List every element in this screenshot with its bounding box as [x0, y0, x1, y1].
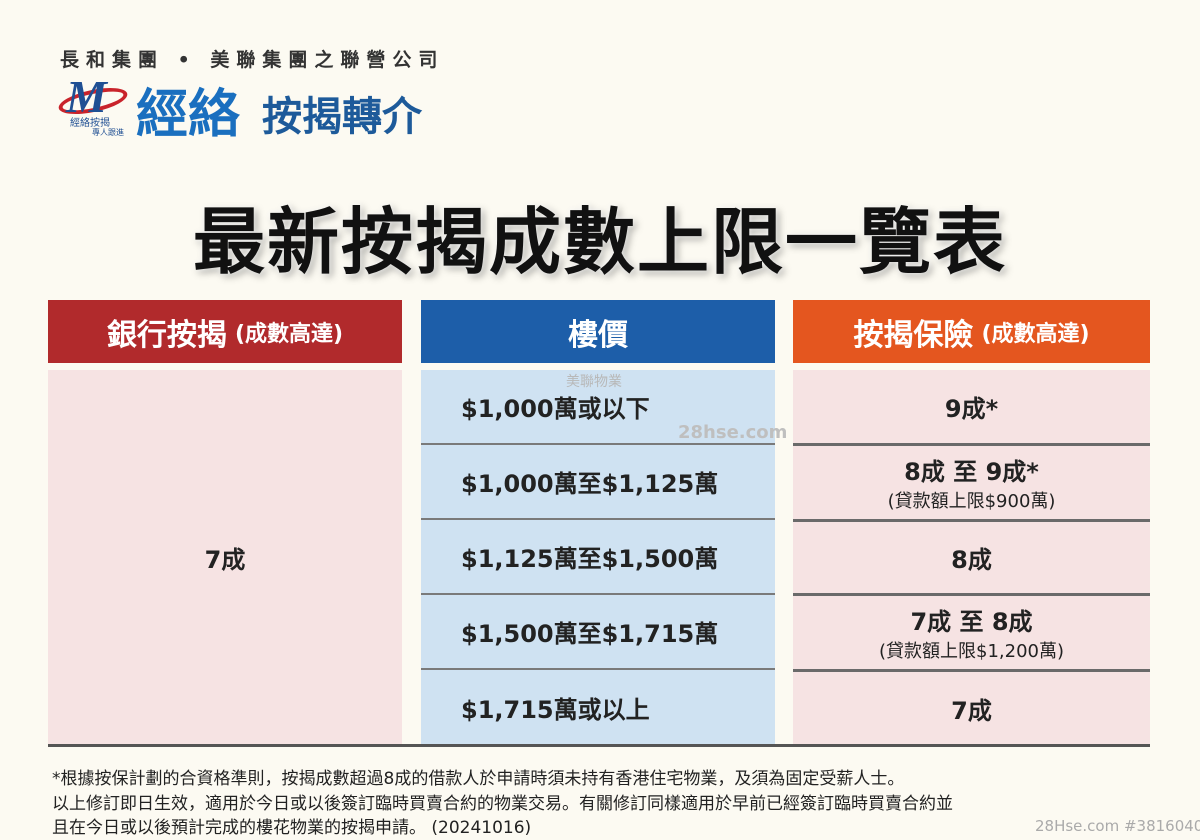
watermark: 28Hse.com #3816040	[1035, 817, 1200, 835]
header-note: (成數高達)	[234, 321, 344, 347]
price-cell: $1,000萬或以下	[421, 370, 775, 445]
column-header-price: 樓價	[421, 300, 775, 363]
watermark: 美聯物業	[566, 374, 622, 390]
footnote: 以上修訂即日生效，適用於今日或以後簽訂臨時買賣合約的物業交易。有關修訂同樣適用於…	[52, 794, 953, 814]
loan-limit: (貸款額上限$1,200萬)	[878, 641, 1065, 662]
insured-ratio: 7成	[951, 697, 992, 725]
logo-text: 經絡按揭	[70, 118, 110, 129]
price-cell: $1,715萬或以上	[421, 670, 775, 745]
header-label: 按揭保險	[853, 317, 974, 353]
page-title: 最新按揭成數上限一覽表	[192, 200, 1007, 284]
footnote: 且在今日或以後預計完成的樓花物業的按揭申請。 (20241016)	[52, 818, 532, 838]
insured-ratio: 7成 至 8成	[910, 608, 1033, 636]
insured-ratio-cell: 7成 至 8成 (貸款額上限$1,200萬)	[793, 596, 1150, 672]
company-logo: M 經絡按揭 專人跟進	[56, 71, 138, 138]
loan-limit: (貸款額上限$900萬)	[887, 491, 1056, 512]
price-cell: $1,000萬至$1,125萬	[421, 445, 775, 520]
column-header-insured-mortgage: 按揭保險 (成數高達)	[793, 300, 1150, 363]
insured-ratio: 8成	[951, 546, 992, 574]
insured-ratio-cell: 9成*	[793, 370, 1150, 446]
header-label: 銀行按揭	[106, 317, 227, 353]
price-cell: $1,125萬至$1,500萬	[421, 520, 775, 595]
insured-ratio-cell: 8成	[793, 522, 1150, 596]
brand-name: 經絡	[136, 85, 241, 145]
logo-letter: M	[66, 71, 107, 122]
watermark: 28hse.com	[678, 422, 788, 443]
group-affiliation: 長和集團 • 美聯集團之聯營公司	[60, 49, 445, 71]
insured-ratio-cell: 7成	[793, 672, 1150, 745]
insured-ratio: 9成*	[944, 395, 999, 423]
insured-ratio-cell: 8成 至 9成* (貸款額上限$900萬)	[793, 446, 1150, 522]
brand-subtitle: 按揭轉介	[262, 94, 422, 140]
header-label: 樓價	[568, 317, 628, 353]
header-note: (成數高達)	[981, 321, 1090, 347]
footnote: *根據按保計劃的合資格準則，按揭成數超過8成的借款人於申請時須未持有香港住宅物業…	[52, 769, 905, 789]
price-cell: $1,500萬至$1,715萬	[421, 595, 775, 670]
insured-ratio: 8成 至 9成*	[904, 458, 1039, 486]
bank-ratio-cell: 7成	[48, 370, 402, 745]
logo-tagline: 專人跟進	[92, 128, 124, 137]
column-header-bank-mortgage: 銀行按揭 (成數高達)	[48, 300, 402, 363]
table-baseline	[48, 744, 1150, 747]
